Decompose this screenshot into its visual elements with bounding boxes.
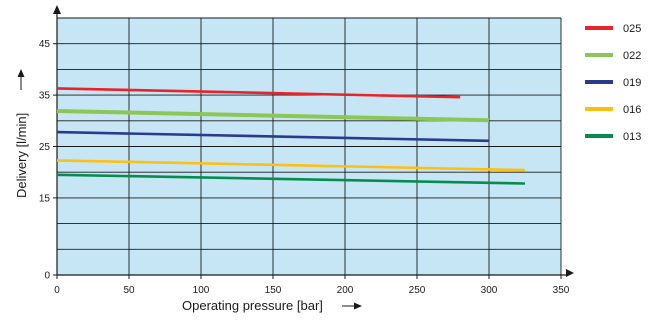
series-line-019 — [56, 130, 490, 143]
y-axis-title: Delivery [l/min] — [14, 113, 29, 198]
x-tick-label: 300 — [481, 285, 498, 296]
legend-label-013: 013 — [623, 131, 641, 143]
legend-label-025: 025 — [623, 23, 641, 35]
y-tick-label: 45 — [39, 39, 51, 50]
y-tick-label: 15 — [39, 193, 51, 204]
x-tick-label: 250 — [409, 285, 426, 296]
x-tick-labels: 0 50 100 150 200 250 300 350 — [54, 275, 570, 296]
x-tick-label: 150 — [265, 285, 282, 296]
x-axis-title-arrow — [342, 302, 362, 310]
series-line-022 — [56, 109, 490, 123]
x-tick-label: 50 — [123, 285, 135, 296]
legend: 025 022 019 016 013 — [585, 23, 641, 143]
x-axis-arrow — [566, 269, 574, 277]
x-tick-label: 0 — [54, 285, 60, 296]
series-lines — [56, 87, 526, 185]
x-tick-label: 350 — [553, 285, 570, 296]
series-line-025 — [56, 87, 461, 99]
legend-label-019: 019 — [623, 77, 641, 89]
legend-label-022: 022 — [623, 50, 641, 62]
y-axis-title-arrow — [17, 69, 25, 90]
legend-label-016: 016 — [623, 104, 641, 116]
y-tick-label: 0 — [44, 271, 50, 282]
x-tick-label: 200 — [337, 285, 354, 296]
x-axis-title: Operating pressure [bar] — [182, 298, 323, 313]
y-tick-label: 35 — [39, 91, 51, 102]
y-tick-label: 25 — [39, 142, 51, 153]
x-tick-label: 100 — [193, 285, 210, 296]
series-line-013 — [56, 173, 526, 185]
y-axis-arrow — [53, 5, 61, 14]
y-tick-labels: 0 15 25 35 45 — [39, 39, 57, 282]
axes — [53, 5, 574, 277]
series-line-016 — [56, 159, 526, 172]
